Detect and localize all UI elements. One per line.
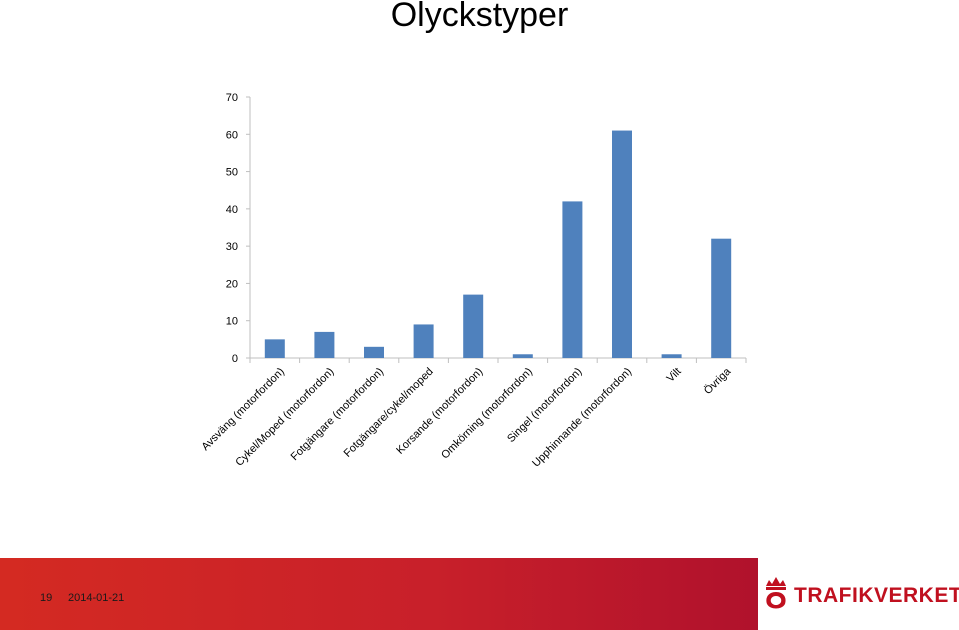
y-tick-labels: 0 10 20 30 40 50 60 70 bbox=[226, 92, 238, 365]
bar bbox=[264, 339, 285, 358]
bar bbox=[711, 238, 732, 358]
bar bbox=[314, 331, 335, 358]
bar bbox=[364, 346, 384, 358]
x-tick-label: Cykel/Moped (motorfordon) bbox=[233, 366, 336, 469]
y-tick-label: 30 bbox=[226, 241, 238, 253]
x-tick-label: Korsande (motorfordon) bbox=[394, 366, 485, 457]
x-tick-label: Avsväng (motorfordon) bbox=[199, 366, 286, 453]
bar bbox=[512, 354, 533, 358]
bar-chart: 0 10 20 30 40 50 60 70 Avsväng (motorfordon)Cyk… bbox=[199, 92, 747, 470]
x-tick-label: Vilt bbox=[665, 366, 684, 385]
y-tick-label: 0 bbox=[232, 353, 238, 365]
brand-name: TRAFIKVERKET bbox=[794, 584, 959, 607]
slide-date: 2014-01-21 bbox=[68, 592, 125, 604]
y-tick-label: 20 bbox=[226, 278, 238, 290]
y-tick-label: 50 bbox=[226, 167, 238, 179]
bar bbox=[661, 354, 682, 358]
chart-axes bbox=[246, 96, 747, 363]
chart-title: Olyckstyper bbox=[390, 0, 569, 34]
slide-number: 19 bbox=[40, 592, 53, 604]
x-tick-label: Upphinnande (motorfordon) bbox=[530, 366, 634, 470]
chart-bars bbox=[264, 130, 732, 358]
bar bbox=[562, 201, 583, 358]
bar bbox=[463, 294, 484, 358]
trafikverket-crown-icon bbox=[766, 577, 786, 609]
x-tick-labels: Avsväng (motorfordon)Cykel/Moped (motorf… bbox=[199, 365, 733, 470]
y-tick-label: 10 bbox=[226, 316, 238, 328]
x-tick-label: Fotgängare (motorfordon) bbox=[289, 366, 387, 464]
bar bbox=[413, 324, 434, 358]
y-tick-label: 40 bbox=[226, 204, 238, 216]
y-tick-label: 60 bbox=[226, 129, 238, 141]
bar bbox=[612, 130, 632, 358]
y-tick-label: 70 bbox=[226, 92, 238, 104]
x-tick-label: Omkörning (motorfordon) bbox=[439, 366, 535, 462]
x-tick-label: Övriga bbox=[702, 365, 734, 397]
logo-panel bbox=[758, 558, 959, 630]
x-tick-label: Fotgängare/cykel/moped bbox=[342, 366, 436, 460]
